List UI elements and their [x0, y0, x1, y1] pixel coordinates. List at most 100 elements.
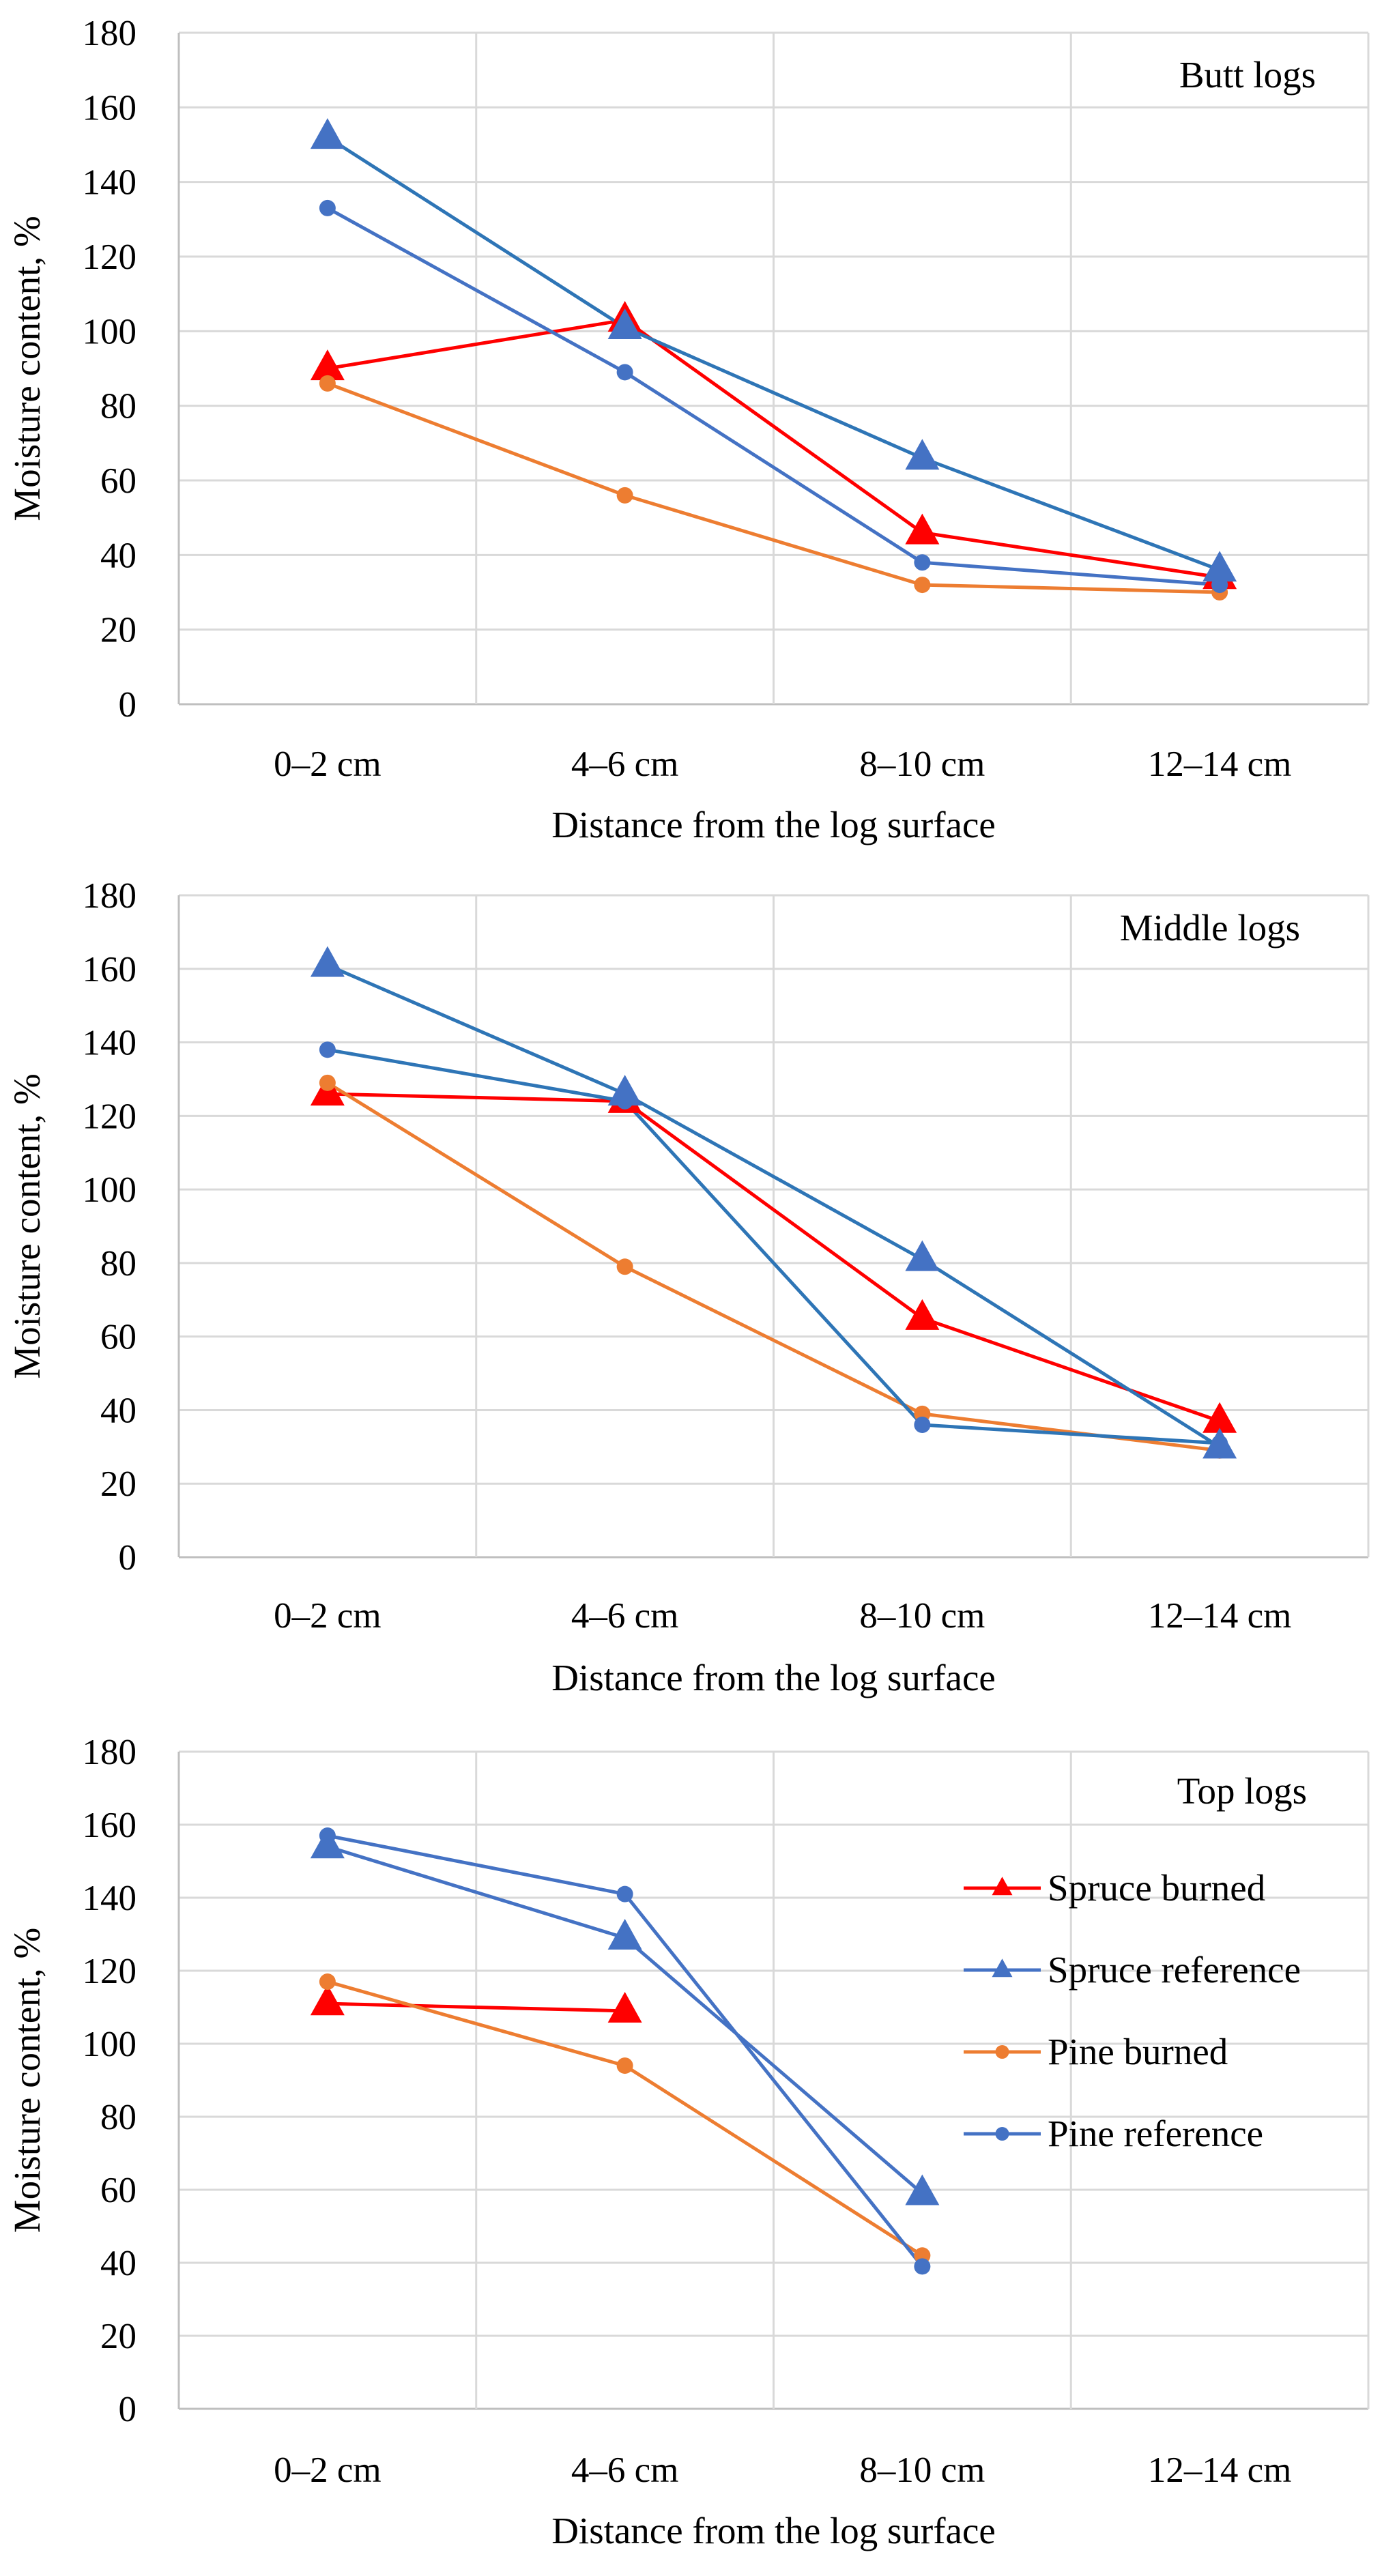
- series-line-pine-burned: [326, 381, 1220, 594]
- y-tick-label: 60: [100, 2171, 136, 2210]
- series-line-pine-burned: [326, 1081, 1220, 1453]
- data-point-pine-burned: [914, 577, 931, 594]
- x-tick-label: 12–14 cm: [1148, 1596, 1292, 1636]
- y-tick-label: 100: [83, 1170, 137, 1210]
- data-point-spruce-reference: [310, 946, 345, 977]
- legend-marker-pine-reference: [995, 2127, 1009, 2141]
- y-tick-label: 140: [83, 1879, 137, 1918]
- x-tick-label: 8–10 cm: [859, 744, 985, 784]
- chart-panel-3: 0 20 40 60 80 100 120 140 160 180 0–2 cm 4–6 cm 8–10…: [6, 1733, 1370, 2551]
- data-point-spruce-reference: [905, 1240, 940, 1271]
- series-line-spruce-burned: [327, 318, 1220, 579]
- legend-marker-pine-burned: [995, 2045, 1009, 2059]
- x-tick-label: 4–6 cm: [571, 2450, 679, 2490]
- legend-marker-spruce-burned: [992, 1877, 1013, 1896]
- x-tick-label: 0–2 cm: [274, 2450, 381, 2490]
- legend-marker-spruce-reference: [992, 1958, 1013, 1978]
- data-point-pine-burned: [319, 1074, 336, 1091]
- x-tick-label: 12–14 cm: [1148, 2450, 1292, 2490]
- y-axis-title: Moisture content, %: [6, 1928, 48, 2233]
- y-tick-label: 160: [83, 1806, 137, 1845]
- y-tick-label: 60: [100, 1318, 136, 1357]
- series-line-spruce-burned: [327, 1092, 1220, 1423]
- data-point-spruce-reference: [310, 1827, 345, 1859]
- y-tick-label: 100: [83, 312, 137, 351]
- y-tick-label: 80: [100, 387, 136, 426]
- data-point-pine-burned: [616, 1258, 633, 1275]
- y-tick-label: 0: [119, 1538, 137, 1578]
- series-line-spruce-reference: [326, 964, 1221, 1449]
- y-tick-label: 120: [83, 1097, 137, 1136]
- data-point-spruce-reference: [905, 439, 940, 470]
- y-tick-label: 20: [100, 2317, 136, 2356]
- y-axis-title: Moisture content, %: [6, 1073, 48, 1379]
- y-tick-label: 80: [100, 2098, 136, 2137]
- y-tick-label: 160: [83, 950, 137, 989]
- series-line-spruce-burned: [327, 2001, 625, 2013]
- x-tick-label: 12–14 cm: [1148, 744, 1292, 784]
- panel-title: Butt logs: [1179, 54, 1316, 96]
- data-point-pine-reference: [616, 364, 633, 381]
- data-point-spruce-burned: [607, 1991, 642, 2023]
- data-point-pine-burned: [319, 375, 336, 392]
- series-line-spruce-reference: [326, 135, 1221, 572]
- y-tick-label: 0: [119, 2390, 137, 2429]
- data-point-pine-burned: [616, 487, 633, 504]
- y-tick-label: 100: [83, 2025, 137, 2064]
- y-axis-title: Moisture content, %: [6, 216, 48, 521]
- data-point-pine-reference: [319, 1041, 336, 1058]
- data-point-spruce-reference: [1202, 1428, 1237, 1459]
- x-tick-label: 0–2 cm: [274, 1596, 381, 1636]
- data-point-pine-burned: [616, 2057, 633, 2074]
- data-point-spruce-burned: [310, 349, 345, 381]
- chart-panel-1: 0 20 40 60 80 100 120 140 160 180 0–2 cm 4–6 cm 8–10…: [6, 14, 1370, 845]
- y-tick-label: 180: [83, 14, 137, 53]
- y-tick-label: 40: [100, 2244, 136, 2283]
- data-point-pine-reference: [616, 1885, 633, 1902]
- legend-label-pine-burned: Pine burned: [1048, 2031, 1228, 2072]
- legend: Spruce burned Spruce reference Pine burned…: [964, 1867, 1301, 2154]
- y-tick-label: 140: [83, 163, 137, 203]
- data-point-spruce-reference: [1202, 551, 1237, 582]
- data-point-spruce-reference: [310, 118, 345, 149]
- y-tick-label: 180: [83, 1733, 137, 1772]
- y-tick-label: 120: [83, 1952, 137, 1991]
- data-point-pine-reference: [319, 199, 336, 216]
- x-tick-label: 8–10 cm: [859, 1596, 985, 1636]
- panel-title: Top logs: [1177, 1770, 1307, 1812]
- y-tick-label: 160: [83, 88, 137, 128]
- data-point-pine-reference: [914, 554, 931, 571]
- y-tick-label: 40: [100, 536, 136, 575]
- series-line-pine-reference: [327, 1047, 1220, 1445]
- chart-panel-2: 0 20 40 60 80 100 120 140 160 180 0–2 cm 4–6 cm 8–10…: [6, 876, 1370, 1698]
- y-tick-label: 80: [100, 1244, 136, 1284]
- x-tick-label: 8–10 cm: [859, 2450, 985, 2490]
- x-axis-title: Distance from the log surface: [551, 804, 996, 845]
- data-point-spruce-reference: [607, 1918, 642, 1950]
- series-line-pine-reference: [326, 206, 1220, 587]
- x-axis-title: Distance from the log surface: [551, 2510, 996, 2551]
- x-axis-title: Distance from the log surface: [551, 1657, 996, 1698]
- data-point-spruce-burned: [1202, 1402, 1237, 1433]
- y-tick-label: 140: [83, 1024, 137, 1063]
- x-tick-label: 4–6 cm: [571, 1596, 679, 1636]
- data-point-pine-reference: [914, 2258, 931, 2275]
- y-tick-label: 180: [83, 876, 137, 916]
- data-point-pine-burned: [319, 1973, 336, 1991]
- data-point-spruce-reference: [607, 1075, 642, 1106]
- legend-label-spruce-burned: Spruce burned: [1048, 1867, 1265, 1909]
- x-tick-label: 0–2 cm: [274, 744, 381, 784]
- panel-title: Middle logs: [1120, 907, 1300, 949]
- data-point-spruce-burned: [905, 1299, 940, 1330]
- legend-label-spruce-reference: Spruce reference: [1048, 1949, 1301, 1991]
- x-tick-label: 4–6 cm: [571, 744, 679, 784]
- data-point-spruce-burned: [310, 1984, 345, 2016]
- y-tick-label: 120: [83, 237, 137, 277]
- y-tick-label: 0: [119, 685, 137, 725]
- data-point-spruce-reference: [607, 308, 642, 339]
- y-tick-label: 40: [100, 1391, 136, 1430]
- legend-label-pine-reference: Pine reference: [1048, 2113, 1263, 2154]
- y-tick-label: 20: [100, 611, 136, 650]
- y-tick-label: 60: [100, 461, 136, 501]
